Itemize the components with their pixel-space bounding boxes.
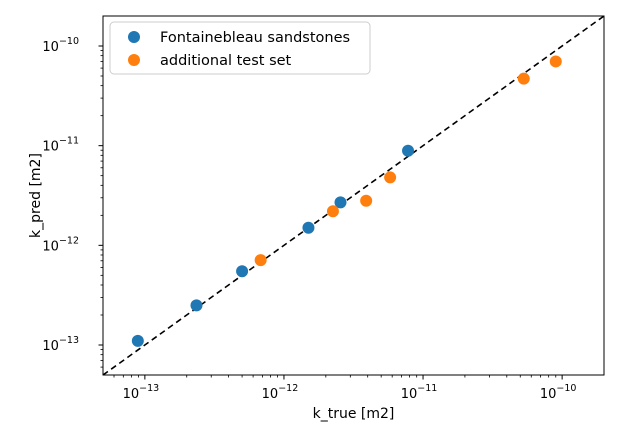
x-tick-label: 10−13 <box>123 383 160 402</box>
legend-marker <box>128 54 140 66</box>
x-tick-label: 10−10 <box>540 383 577 402</box>
series-2 <box>254 55 562 267</box>
data-point <box>302 221 315 234</box>
data-point <box>402 144 415 157</box>
x-tick-label: 10−12 <box>262 383 299 402</box>
y-tick-label: 10−11 <box>42 136 79 155</box>
axis-ticks: 10−13 10−12 10−11 10−10 10−13 10−12 10−11 10−10 <box>42 36 576 402</box>
data-point <box>190 299 203 312</box>
legend-box <box>109 21 371 75</box>
y-tick-label: 10−10 <box>42 36 79 55</box>
series-1 <box>131 144 415 347</box>
data-point <box>360 194 373 207</box>
data-point <box>384 171 397 184</box>
plot-area <box>103 16 604 375</box>
y-tick-label: 10−12 <box>42 235 79 254</box>
data-point <box>254 254 267 267</box>
legend-marker <box>128 31 140 43</box>
x-tick-label: 10−11 <box>401 383 438 402</box>
legend-label: Fontainebleau sandstones <box>160 30 350 46</box>
data-point <box>517 72 530 85</box>
data-point <box>236 265 249 278</box>
data-point <box>334 196 347 209</box>
data-point <box>549 55 562 68</box>
legend: Fontainebleau sandstones additional test … <box>109 21 371 75</box>
y-tick-label: 10−13 <box>42 335 79 354</box>
legend-label: additional test set <box>160 53 292 69</box>
x-axis-label: k_true [m2] <box>313 406 395 422</box>
data-point <box>326 205 339 218</box>
plot-frame <box>102 15 605 376</box>
y-axis-label: k_pred [m2] <box>28 153 44 238</box>
data-point <box>131 334 144 347</box>
